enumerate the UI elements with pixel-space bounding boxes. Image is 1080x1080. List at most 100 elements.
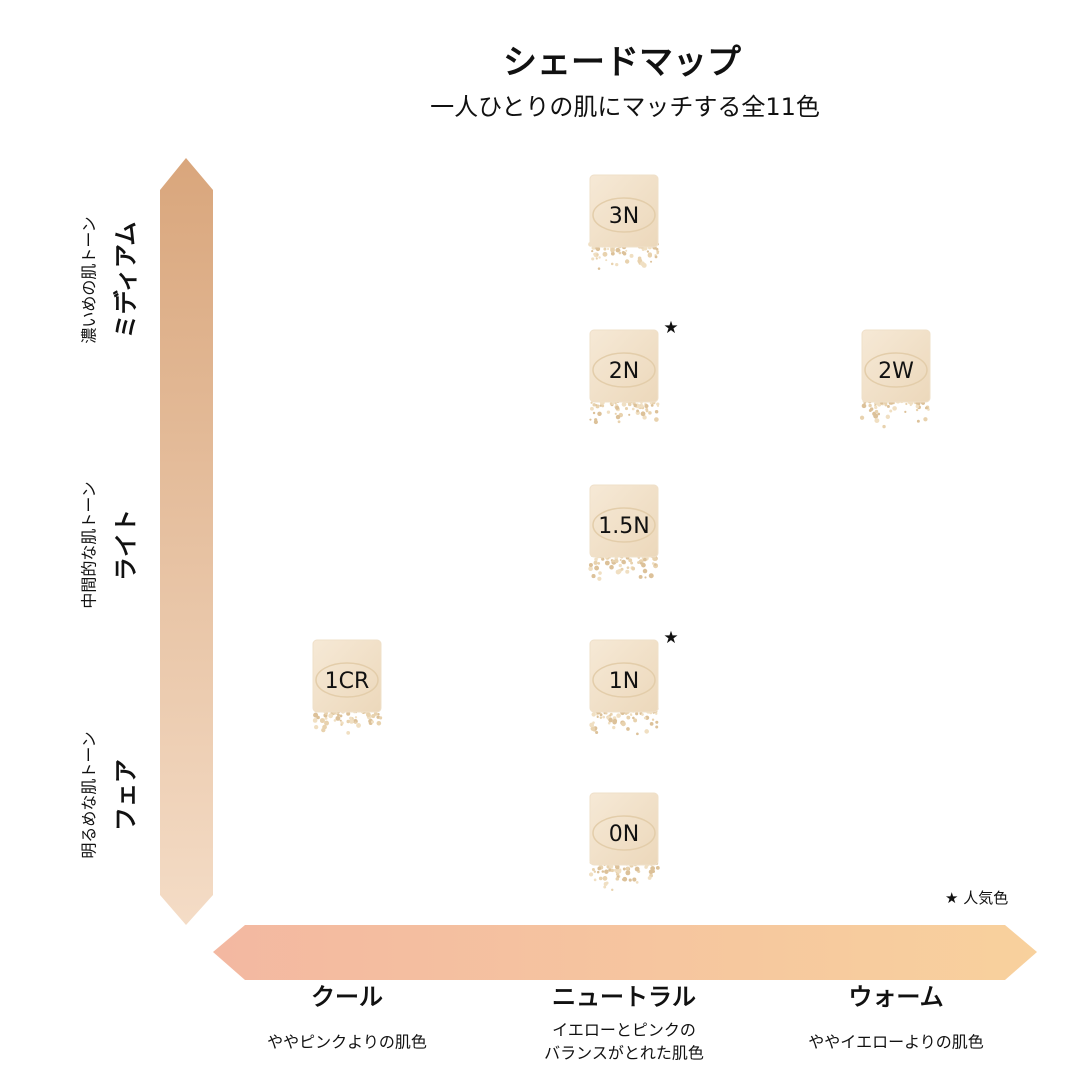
undertone-name: ウォーム [848,983,943,1011]
powder [615,262,619,267]
pad-emboss [592,197,656,233]
powder [612,725,616,730]
powder [605,259,608,262]
powder [873,413,879,419]
powder [377,713,380,716]
powder [874,405,878,410]
powder [324,720,330,726]
powder [609,402,613,406]
powder [916,419,920,423]
powder [625,870,631,876]
powder [885,414,891,420]
powder [621,559,626,565]
powder [618,251,622,255]
depth-name: ミディアム [112,222,140,339]
powder [608,717,613,723]
shade-compact: 0N [589,792,660,892]
powder [602,876,608,881]
powder [648,411,652,415]
powder [346,731,351,735]
powder [615,405,620,410]
powder [337,713,340,717]
powder [634,866,640,872]
powder [346,711,351,716]
powder [905,402,908,406]
pad-emboss [592,815,656,851]
powder [597,866,602,871]
shade-label: 1N [609,669,639,694]
powder [621,878,625,881]
powder [603,882,608,886]
powder [607,721,611,725]
shade-compact: 1.5N [588,484,659,581]
powder [627,402,632,407]
pad-emboss [592,352,656,388]
powder [629,253,634,258]
shade-label: 2W [878,359,914,384]
powder [641,248,645,251]
powder [635,712,639,716]
popular-star: ★ [663,628,678,648]
powder [354,716,358,719]
powder [601,404,605,408]
powder [643,716,647,720]
powder [593,252,597,256]
powder [892,406,897,411]
powder [588,562,593,567]
pad-emboss [864,352,928,388]
powder [648,252,652,257]
powder [589,722,595,728]
powder [859,415,865,420]
powder [636,409,639,413]
powder [328,713,334,719]
powder [598,876,603,881]
powder [886,405,890,408]
undertone-description: ややピンクよりの肌色 [267,1033,427,1052]
pad-emboss [592,662,656,698]
powder [597,562,601,565]
powder [597,411,602,417]
powder [591,257,595,261]
powder [595,730,599,735]
powder [624,259,630,264]
powder [656,250,660,254]
powder [655,720,659,724]
undertone-description: バランスがとれた肌色 [544,1044,704,1063]
powder [624,407,628,411]
powder [599,713,603,717]
powder [356,722,361,728]
powder [625,866,630,871]
powder [904,410,907,413]
powder [589,418,592,421]
powder [654,563,657,566]
powder [626,727,630,731]
powder [595,257,598,260]
powder [643,557,647,562]
popular-star: ★ [663,318,678,338]
powder [589,872,594,877]
powder [591,867,595,871]
powder [630,561,634,565]
powder [314,724,319,730]
powder [654,255,658,259]
powder [644,576,647,579]
powder [615,247,621,253]
powder [596,715,599,718]
powder [593,878,597,882]
powder [611,888,614,892]
powder [638,574,643,579]
powder [617,420,621,424]
powder [656,404,660,408]
powder [637,405,641,409]
powder [610,251,615,256]
powder [619,558,622,562]
powder [371,713,376,719]
powder [628,878,632,882]
powder [641,262,647,268]
powder [349,716,353,720]
powder [625,569,630,574]
powder [650,866,656,871]
powder [604,560,610,566]
undertone-description: イエローとピンクの [552,1021,696,1040]
powder [617,869,622,874]
